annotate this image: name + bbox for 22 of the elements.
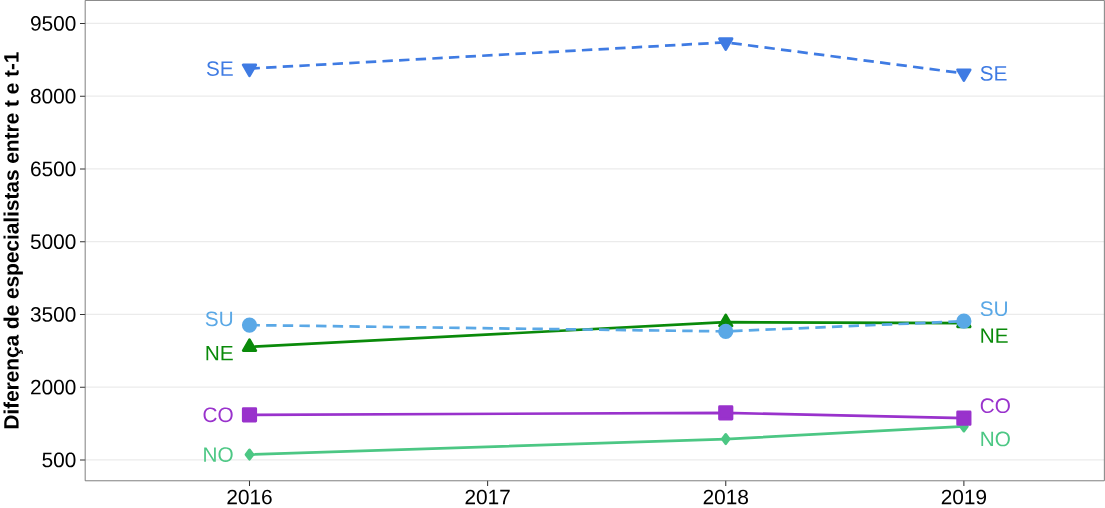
text: NE <box>981 328 1008 343</box>
series-label: NE <box>206 346 233 361</box>
x-tick-label: 2017 <box>465 489 510 505</box>
text: SE <box>980 66 1007 81</box>
y-tick-label: 2000 <box>31 379 76 395</box>
x-tick-label: 2018 <box>703 489 748 505</box>
y-tick-label: 500 <box>42 452 76 468</box>
y-axis-title: Diferença de especialistas entre t e t-1 <box>3 52 23 429</box>
x-tick-label: 2019 <box>941 489 987 505</box>
series-label: SU <box>205 311 233 327</box>
x-tick-label: 2016 <box>227 489 272 505</box>
text: CO <box>980 398 1010 414</box>
y-tick-label: 9500 <box>31 16 76 31</box>
y-tick-label: 6500 <box>31 161 76 177</box>
y-tick-label: 8000 <box>30 88 76 104</box>
series-label: NO <box>204 447 233 463</box>
text: NO <box>981 431 1010 447</box>
series-label: CO <box>203 407 233 423</box>
y-tick-label: 3500 <box>30 307 76 322</box>
text: SU <box>980 301 1007 317</box>
series-label: SE <box>206 61 233 76</box>
y-tick-label: 5000 <box>30 234 76 250</box>
